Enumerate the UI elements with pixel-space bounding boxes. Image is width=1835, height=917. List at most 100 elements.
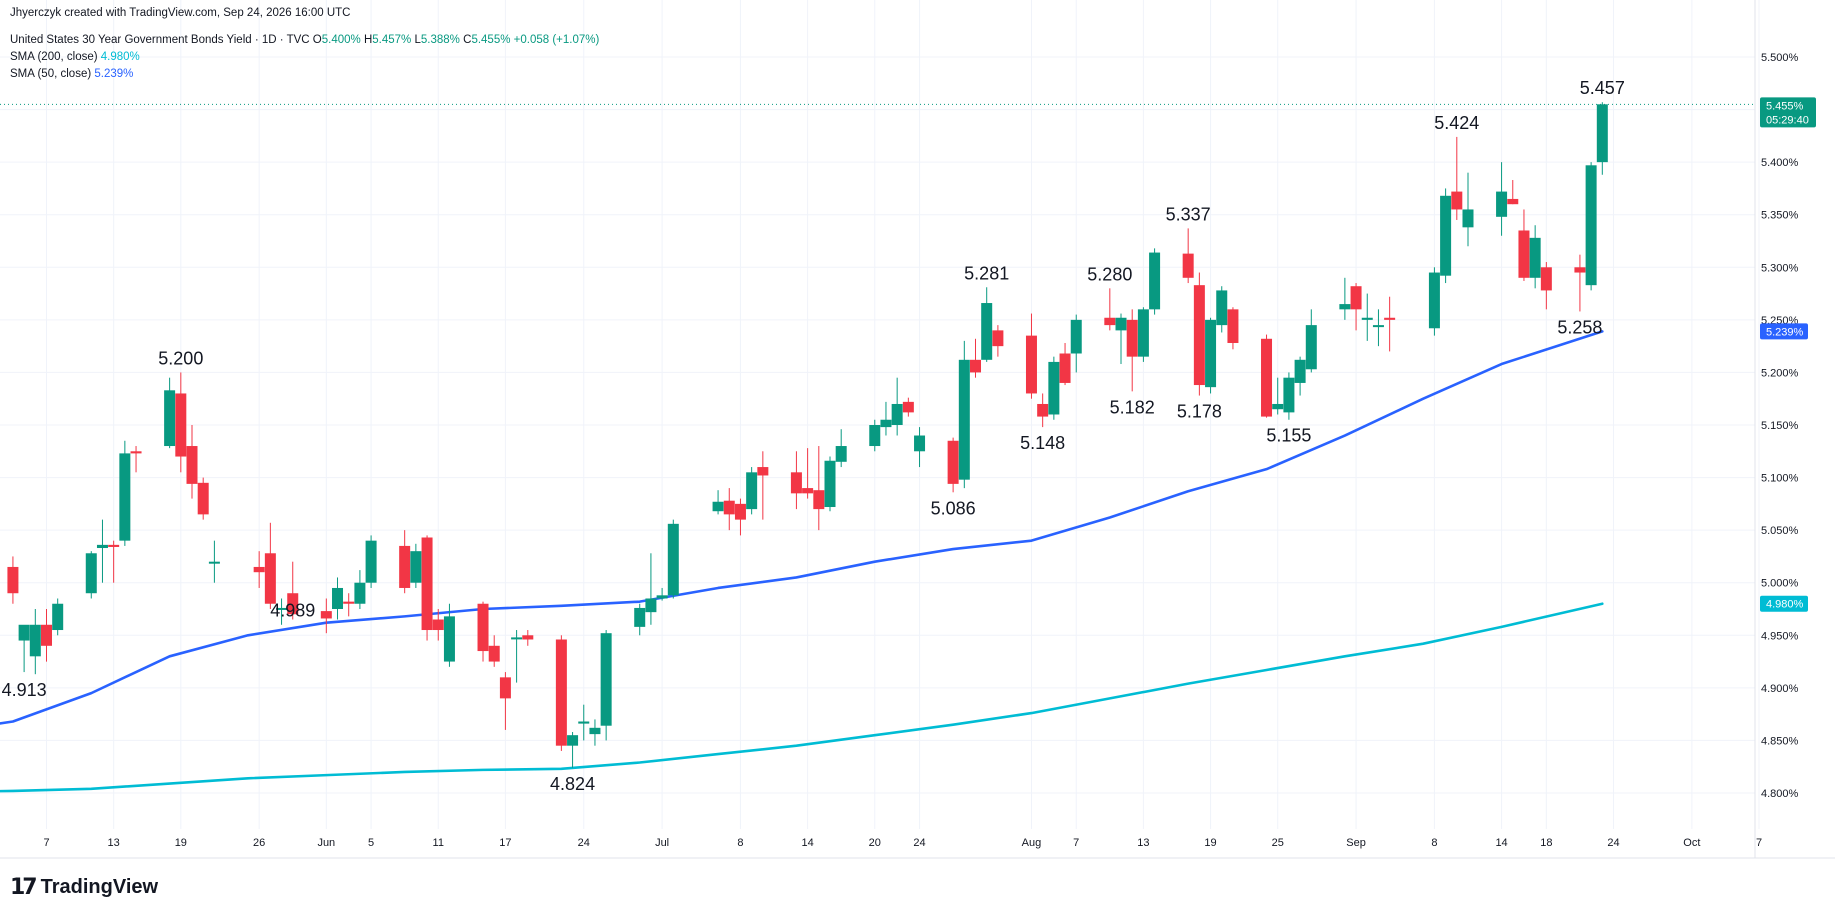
candle-down[interactable] — [902, 397, 914, 417]
sma50-label[interactable]: SMA (50, close) — [10, 68, 92, 80]
candle-down[interactable] — [757, 451, 769, 520]
candle-down[interactable] — [1037, 393, 1049, 428]
sma50-price-tag[interactable]: 5.239% — [1760, 323, 1808, 340]
candle-down[interactable] — [186, 425, 198, 499]
candle-down[interactable] — [197, 477, 209, 520]
candle-down[interactable] — [992, 325, 1004, 357]
legend-sma200[interactable]: SMA (200, close) 4.980% — [10, 51, 140, 63]
candle-down[interactable] — [1518, 209, 1530, 281]
axes[interactable]: 4.800% 4.850% 4.900% 4.950% 5.000% 5.050% 5.10… — [0, 0, 1835, 859]
candle-up[interactable] — [914, 427, 926, 468]
candle-up[interactable] — [880, 401, 892, 436]
candle-up[interactable] — [1137, 307, 1149, 362]
candle-down[interactable] — [555, 635, 567, 751]
candle-down[interactable] — [1540, 262, 1552, 310]
candle-down[interactable] — [1451, 136, 1463, 220]
candle-down[interactable] — [343, 593, 355, 617]
candle-up[interactable] — [1339, 277, 1351, 320]
candle-up[interactable] — [365, 535, 377, 588]
candle-up[interactable] — [1070, 314, 1082, 373]
candle-up[interactable] — [712, 490, 724, 515]
candle-down[interactable] — [1507, 180, 1519, 205]
candle-up[interactable] — [746, 467, 758, 515]
candle-down[interactable] — [1574, 254, 1586, 312]
candle-up[interactable] — [1462, 172, 1474, 247]
candle-down[interactable] — [421, 535, 433, 641]
candle-up[interactable] — [567, 732, 579, 768]
candle-up[interactable] — [1283, 372, 1295, 420]
candle-down[interactable] — [264, 522, 276, 609]
candle-up[interactable] — [332, 577, 344, 620]
candle-up[interactable] — [645, 553, 657, 625]
price-scale[interactable] — [1756, 0, 1835, 858]
candle-down[interactable] — [399, 530, 411, 594]
candle-up[interactable] — [1216, 286, 1228, 333]
candle-down[interactable] — [432, 609, 444, 641]
candle-down[interactable] — [1126, 309, 1138, 392]
candle-up[interactable] — [1048, 356, 1060, 420]
last-price-tag[interactable]: 5.455% 05:29:40 — [1760, 97, 1816, 128]
candle-up[interactable] — [589, 719, 601, 746]
candle-up[interactable] — [1440, 188, 1452, 284]
candle-down[interactable] — [287, 561, 299, 620]
candle-up[interactable] — [1372, 309, 1384, 347]
candle-down[interactable] — [1350, 283, 1362, 331]
sma200-label[interactable]: SMA (200, close) — [10, 51, 98, 63]
candle-up[interactable] — [1272, 377, 1284, 415]
candle-up[interactable] — [1205, 317, 1217, 394]
candle-down[interactable] — [1193, 272, 1205, 396]
candle-up[interactable] — [29, 609, 41, 675]
candle-up[interactable] — [824, 456, 836, 512]
candle-up[interactable] — [52, 598, 64, 636]
symbol-name[interactable]: United States 30 Year Government Bonds Y… — [10, 34, 310, 46]
candle-up[interactable] — [1115, 313, 1127, 365]
candle-up[interactable] — [981, 287, 993, 362]
candle-down[interactable] — [970, 338, 982, 378]
candle-up[interactable] — [600, 630, 612, 741]
candle-up[interactable] — [958, 340, 970, 489]
tradingview-logo[interactable]: 17 TradingView — [10, 875, 158, 900]
time-scale[interactable] — [0, 830, 1755, 858]
candle-up[interactable] — [1361, 293, 1373, 341]
candle-down[interactable] — [1384, 296, 1396, 352]
candle-up[interactable] — [835, 429, 847, 468]
legend-sma50[interactable]: SMA (50, close) 5.239% — [10, 68, 133, 80]
legend-symbol[interactable]: United States 30 Year Government Bonds Y… — [10, 34, 599, 46]
candle-up[interactable] — [276, 598, 288, 625]
candle-down[interactable] — [813, 446, 825, 531]
candle-up[interactable] — [1529, 225, 1541, 289]
candle-up[interactable] — [578, 704, 590, 741]
candle-down[interactable] — [499, 672, 511, 730]
candle-up[interactable] — [1596, 102, 1608, 175]
candle-down[interactable] — [1227, 307, 1239, 350]
candle-up[interactable] — [1585, 162, 1597, 291]
sma200-price-tag[interactable]: 4.980% — [1760, 595, 1808, 612]
candle-down[interactable] — [320, 598, 332, 634]
candle-down[interactable] — [41, 609, 52, 662]
candle-up[interactable] — [511, 630, 523, 683]
candle-up[interactable] — [1149, 248, 1161, 315]
candle-up[interactable] — [1294, 356, 1306, 396]
candle-up[interactable] — [656, 587, 668, 601]
candle-up[interactable] — [354, 570, 366, 609]
candle-up[interactable] — [667, 519, 679, 599]
candle-down[interactable] — [477, 601, 489, 662]
candle-down[interactable] — [734, 498, 746, 536]
candle-up[interactable] — [1305, 309, 1317, 373]
candle-down[interactable] — [790, 451, 802, 510]
candle-down[interactable] — [1025, 313, 1037, 399]
candle-down[interactable] — [7, 556, 19, 604]
candle-up[interactable] — [119, 440, 131, 546]
candle-down[interactable] — [1261, 334, 1273, 418]
candle-down[interactable] — [723, 488, 735, 531]
candle-down[interactable] — [802, 448, 814, 499]
candle-up[interactable] — [443, 603, 455, 667]
candle-down[interactable] — [175, 372, 187, 473]
candle-up[interactable] — [164, 377, 176, 449]
candle-down[interactable] — [108, 540, 120, 583]
candle-up[interactable] — [208, 540, 220, 583]
candle-up[interactable] — [85, 551, 97, 599]
candle-down[interactable] — [1182, 228, 1194, 284]
candle-down[interactable] — [947, 437, 959, 493]
